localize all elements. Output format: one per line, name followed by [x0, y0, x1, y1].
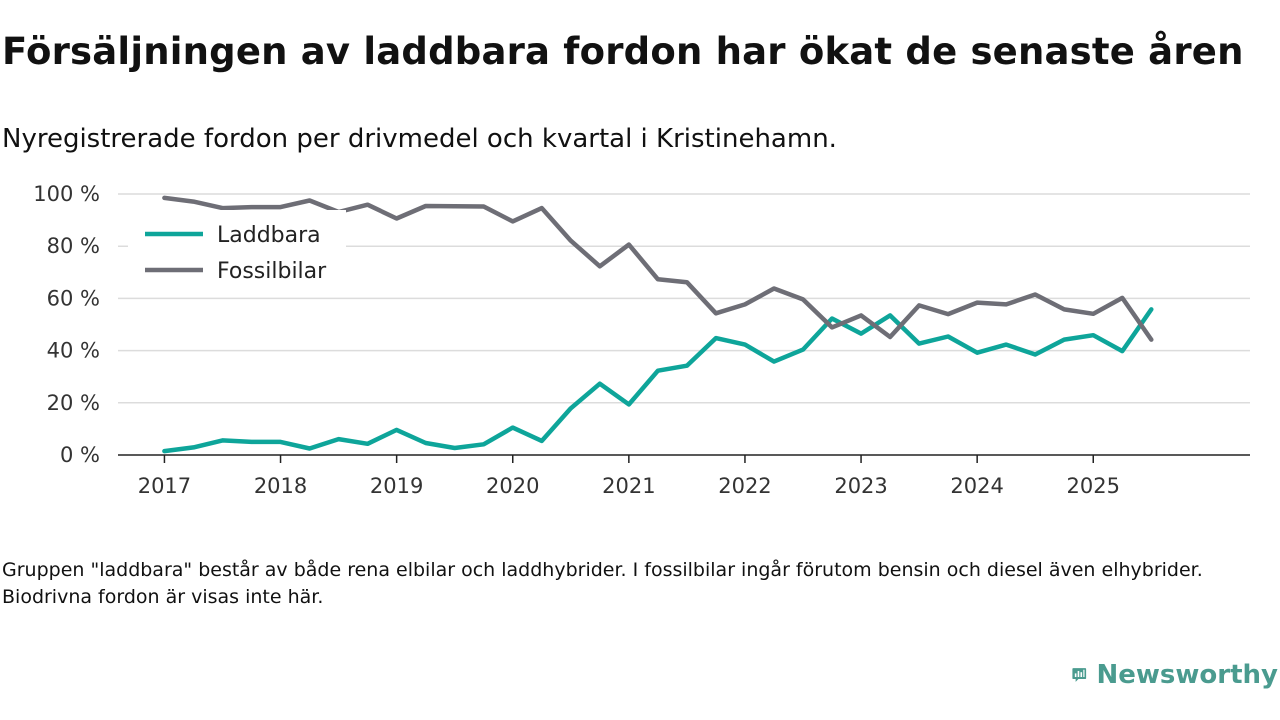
brand-name: Newsworthy: [1096, 660, 1278, 690]
series-line-laddbara: [162, 307, 1154, 454]
y-tick-label: 60 %: [47, 286, 100, 310]
x-axis: 2017 2018 2019 2020 2021 2022 2023 2024 2025: [118, 454, 1250, 498]
y-tick-label: 100 %: [33, 182, 100, 206]
legend-background: [128, 210, 346, 292]
x-tick-label: 2021: [602, 474, 655, 498]
x-tick-label: 2020: [486, 474, 539, 498]
footnote: Gruppen "laddbara" består av både rena e…: [2, 559, 1203, 608]
x-tick-label: 2019: [370, 474, 423, 498]
newsworthy-logo-icon: [1072, 668, 1087, 682]
y-axis: 0 % 20 % 40 % 60 % 80 % 100 %: [33, 182, 100, 467]
chart-subtitle: Nyregistrerade fordon per drivmedel och …: [2, 124, 837, 154]
brand-logo: Newsworthy: [1072, 655, 1278, 695]
legend-label: Fossilbilar: [217, 259, 327, 284]
line-chart: 0 % 20 % 40 % 60 % 80 % 100 % 2017 2018 2019 202…: [33, 182, 1250, 498]
x-tick-label: 2018: [254, 474, 307, 498]
series-line-fossilbilar: [162, 195, 1154, 342]
x-tick-label: 2022: [718, 474, 771, 498]
y-tick-label: 0 %: [60, 443, 100, 467]
chart-title: Försäljningen av laddbara fordon har öka…: [2, 30, 1244, 73]
series-lines: [162, 195, 1154, 454]
x-tick-label: 2023: [834, 474, 887, 498]
y-tick-label: 80 %: [47, 234, 100, 258]
x-tick-label: 2017: [138, 474, 191, 498]
legend-label: Laddbara: [217, 223, 321, 248]
x-tick-label: 2024: [950, 474, 1003, 498]
legend: Laddbara Fossilbilar: [128, 210, 346, 292]
y-tick-label: 20 %: [47, 391, 100, 415]
y-tick-label: 40 %: [47, 339, 100, 363]
x-tick-label: 2025: [1067, 474, 1120, 498]
